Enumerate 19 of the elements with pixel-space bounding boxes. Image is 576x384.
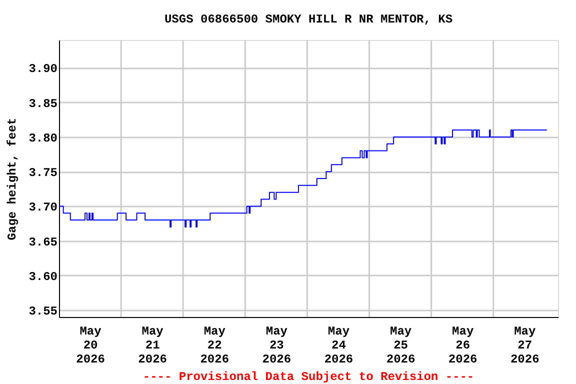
x-tick-label: May 23 2026 [262,324,292,366]
x-tick-label: May 26 2026 [448,324,478,366]
text: ---- Provisional Data Subject to Revision ---- [142,370,474,384]
x-tick-label: May 27 2026 [510,324,540,366]
y-tick-label: 3.55 [28,304,58,319]
y-axis-title: Gage height, feet [6,118,20,240]
y-tick-label: 3.90 [28,62,58,76]
y-tick-label: 3.65 [28,235,58,250]
x-tick-label: May 22 2026 [200,324,230,366]
y-tick-label: 3.60 [28,270,58,284]
x-tick-label: May 20 2026 [76,324,105,366]
y-tick-label: 3.80 [28,131,58,146]
x-tick-label: May 24 2026 [324,324,354,366]
y-tick-label: 3.75 [28,166,58,180]
x-tick-label: May 21 2026 [138,324,167,366]
y-tick-label: 3.85 [28,96,58,111]
y-tick-label: 3.70 [28,200,58,215]
chart-title: USGS 06866500 SMOKY HILL R NR MENTOR, KS [164,12,453,26]
x-tick-label: May 25 2026 [386,324,416,366]
